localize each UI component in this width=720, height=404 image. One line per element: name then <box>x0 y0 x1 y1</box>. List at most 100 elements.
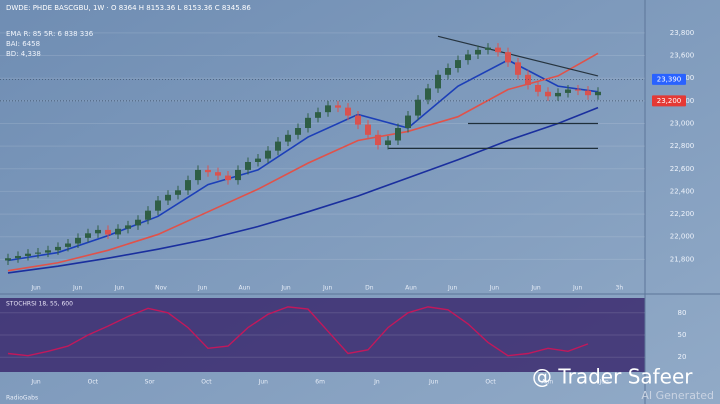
y-tick-label: 50 <box>678 331 687 339</box>
watermark: @ Trader Safeer <box>532 365 693 389</box>
candle-body <box>565 89 571 93</box>
candle-body <box>405 115 411 129</box>
candle-body <box>255 158 261 162</box>
candle-body <box>265 150 271 159</box>
x-tick-label: Jun <box>30 285 41 292</box>
candle-body <box>45 250 51 253</box>
candle-body <box>245 161 251 170</box>
candle-body <box>575 89 581 91</box>
candle-body <box>375 134 381 145</box>
x-tick-label: Jun <box>30 379 41 386</box>
candle-body <box>515 62 521 75</box>
oscillator-line <box>7 306 589 357</box>
candle-body <box>215 172 221 176</box>
candle-body <box>535 84 541 92</box>
candle-body <box>235 169 241 181</box>
y-tick-label: 22,600 <box>670 165 695 173</box>
x-tick-label: Jun <box>322 285 333 292</box>
x-tick-label: Jun <box>258 379 269 386</box>
candle-body <box>595 91 601 96</box>
trend-line <box>437 35 599 77</box>
candle-body <box>585 90 591 96</box>
oscillator-title: STOCHRSI 18, 55, 600 <box>6 301 73 308</box>
x-tick-label: Jn <box>373 379 380 386</box>
price-tag-label: 23,200 <box>657 97 682 105</box>
x-tick-label: Jun <box>428 379 439 386</box>
x-tick-label: Jun <box>530 285 541 292</box>
candle-body <box>5 258 11 261</box>
candle-body <box>85 233 91 238</box>
candle-body <box>175 190 181 195</box>
candle-body <box>335 105 341 108</box>
candle-body <box>165 194 171 201</box>
x-tick-label: Jun <box>572 285 583 292</box>
x-tick-label: Aun <box>405 285 417 292</box>
chart-title: DWDE: PHDE BASCGBU, 1W · O 8364 H 8153.3… <box>6 4 251 12</box>
candle-body <box>505 52 511 63</box>
candle-body <box>475 49 481 55</box>
x-tick-label: Jun <box>489 285 500 292</box>
ai-note: AI Generated <box>641 389 714 402</box>
candle-body <box>425 88 431 100</box>
y-tick-label: 21,800 <box>670 255 695 263</box>
candle-body <box>275 141 281 151</box>
y-tick-label: 23,600 <box>670 52 695 60</box>
candle-body <box>75 237 81 244</box>
info-line: EMA R: 85 5R: 6 838 336 <box>6 30 94 38</box>
moving-average <box>7 106 599 274</box>
candle-body <box>125 225 131 229</box>
x-tick-label: Jun <box>114 285 125 292</box>
candle-body <box>25 253 31 256</box>
y-tick-label: 22,000 <box>670 233 695 241</box>
x-tick-label: Oct <box>485 379 496 386</box>
candle-body <box>285 134 291 142</box>
candle-body <box>445 68 451 75</box>
y-tick-label: 23,000 <box>670 119 695 127</box>
x-tick-label: Oct <box>88 379 99 386</box>
candle-body <box>205 169 211 173</box>
price-tag <box>652 73 686 85</box>
candle-body <box>485 47 491 50</box>
x-tick-label: Oct <box>201 379 212 386</box>
candle-body <box>365 124 371 135</box>
candle-body <box>15 255 21 259</box>
candle-body <box>495 47 501 53</box>
candle-body <box>415 99 421 116</box>
candle-body <box>545 91 551 97</box>
candle-body <box>95 229 101 234</box>
price-tag-label: 23,390 <box>657 75 682 83</box>
candle-body <box>295 128 301 135</box>
candle-body <box>305 117 311 129</box>
candle-body <box>325 105 331 113</box>
x-tick-label: Dn <box>365 285 374 292</box>
candle-body <box>345 107 351 116</box>
x-tick-label: 6m <box>315 379 325 386</box>
x-tick-label: Jun <box>447 285 458 292</box>
candle-body <box>465 54 471 61</box>
candle-body <box>315 112 321 118</box>
footer: RadioGabs <box>6 395 38 402</box>
candle-body <box>65 243 71 247</box>
price-tag <box>652 95 686 107</box>
x-tick-label: Aun <box>542 379 554 386</box>
candle-body <box>225 175 231 181</box>
candle-body <box>525 74 531 85</box>
candle-body <box>105 229 111 235</box>
x-tick-label: Jun <box>598 379 609 386</box>
x-tick-label: 3h <box>616 285 624 292</box>
y-tick-label: 22,200 <box>670 210 695 218</box>
candle-body <box>155 200 161 211</box>
info-line: BD: 4,338 <box>6 50 41 58</box>
y-tick-label: 20 <box>678 353 687 361</box>
candle-body <box>185 180 191 191</box>
candle-body <box>135 219 141 226</box>
x-tick-label: Jun <box>72 285 83 292</box>
moving-average <box>7 52 599 272</box>
y-tick-label: 22,800 <box>670 142 695 150</box>
y-tick-label: 80 <box>678 309 687 317</box>
candle-body <box>55 246 61 251</box>
candle-body <box>145 210 151 220</box>
oscillator-pane <box>0 298 645 372</box>
